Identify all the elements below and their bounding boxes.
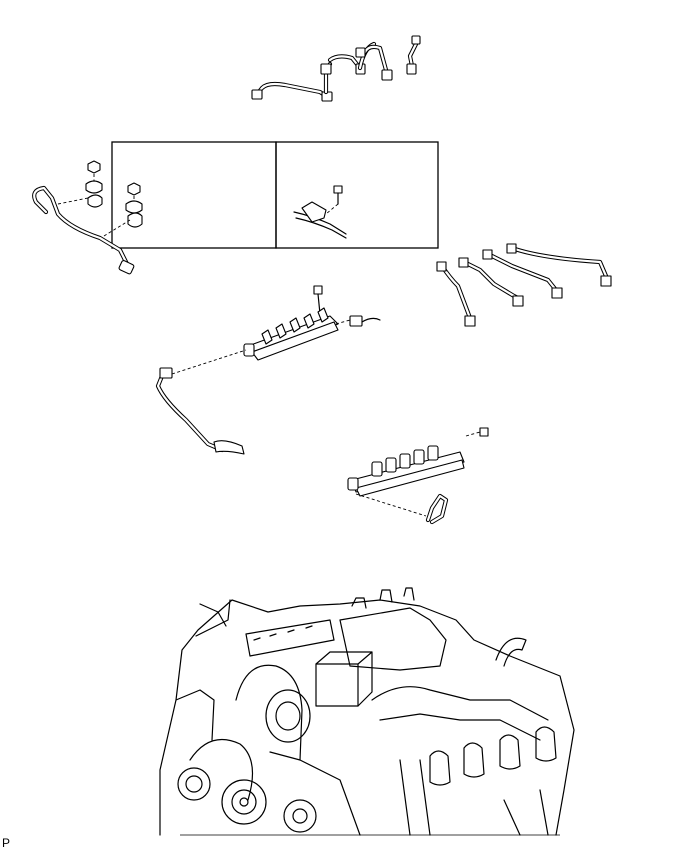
pipe-clamp-assembly-left bbox=[57, 160, 143, 237]
injection-pipe-top-3 bbox=[355, 44, 393, 81]
injection-pipe-top-4 bbox=[406, 35, 421, 75]
injection-pipe-group-right bbox=[436, 243, 612, 327]
common-rail-lower bbox=[347, 427, 489, 525]
figure-corner-code: P bbox=[2, 836, 11, 850]
injection-pipe-group-top bbox=[251, 35, 421, 102]
injection-pipe-left bbox=[32, 185, 135, 275]
fuel-pipe-lower-left bbox=[155, 349, 247, 455]
injection-pipe-top-1 bbox=[251, 61, 333, 102]
bolt-and-clamp-detail bbox=[293, 185, 347, 239]
detail-callout-box-left bbox=[111, 141, 277, 249]
detail-callout-box-right bbox=[275, 141, 439, 249]
engine-assembly bbox=[159, 587, 575, 836]
common-rail-upper bbox=[243, 285, 381, 361]
